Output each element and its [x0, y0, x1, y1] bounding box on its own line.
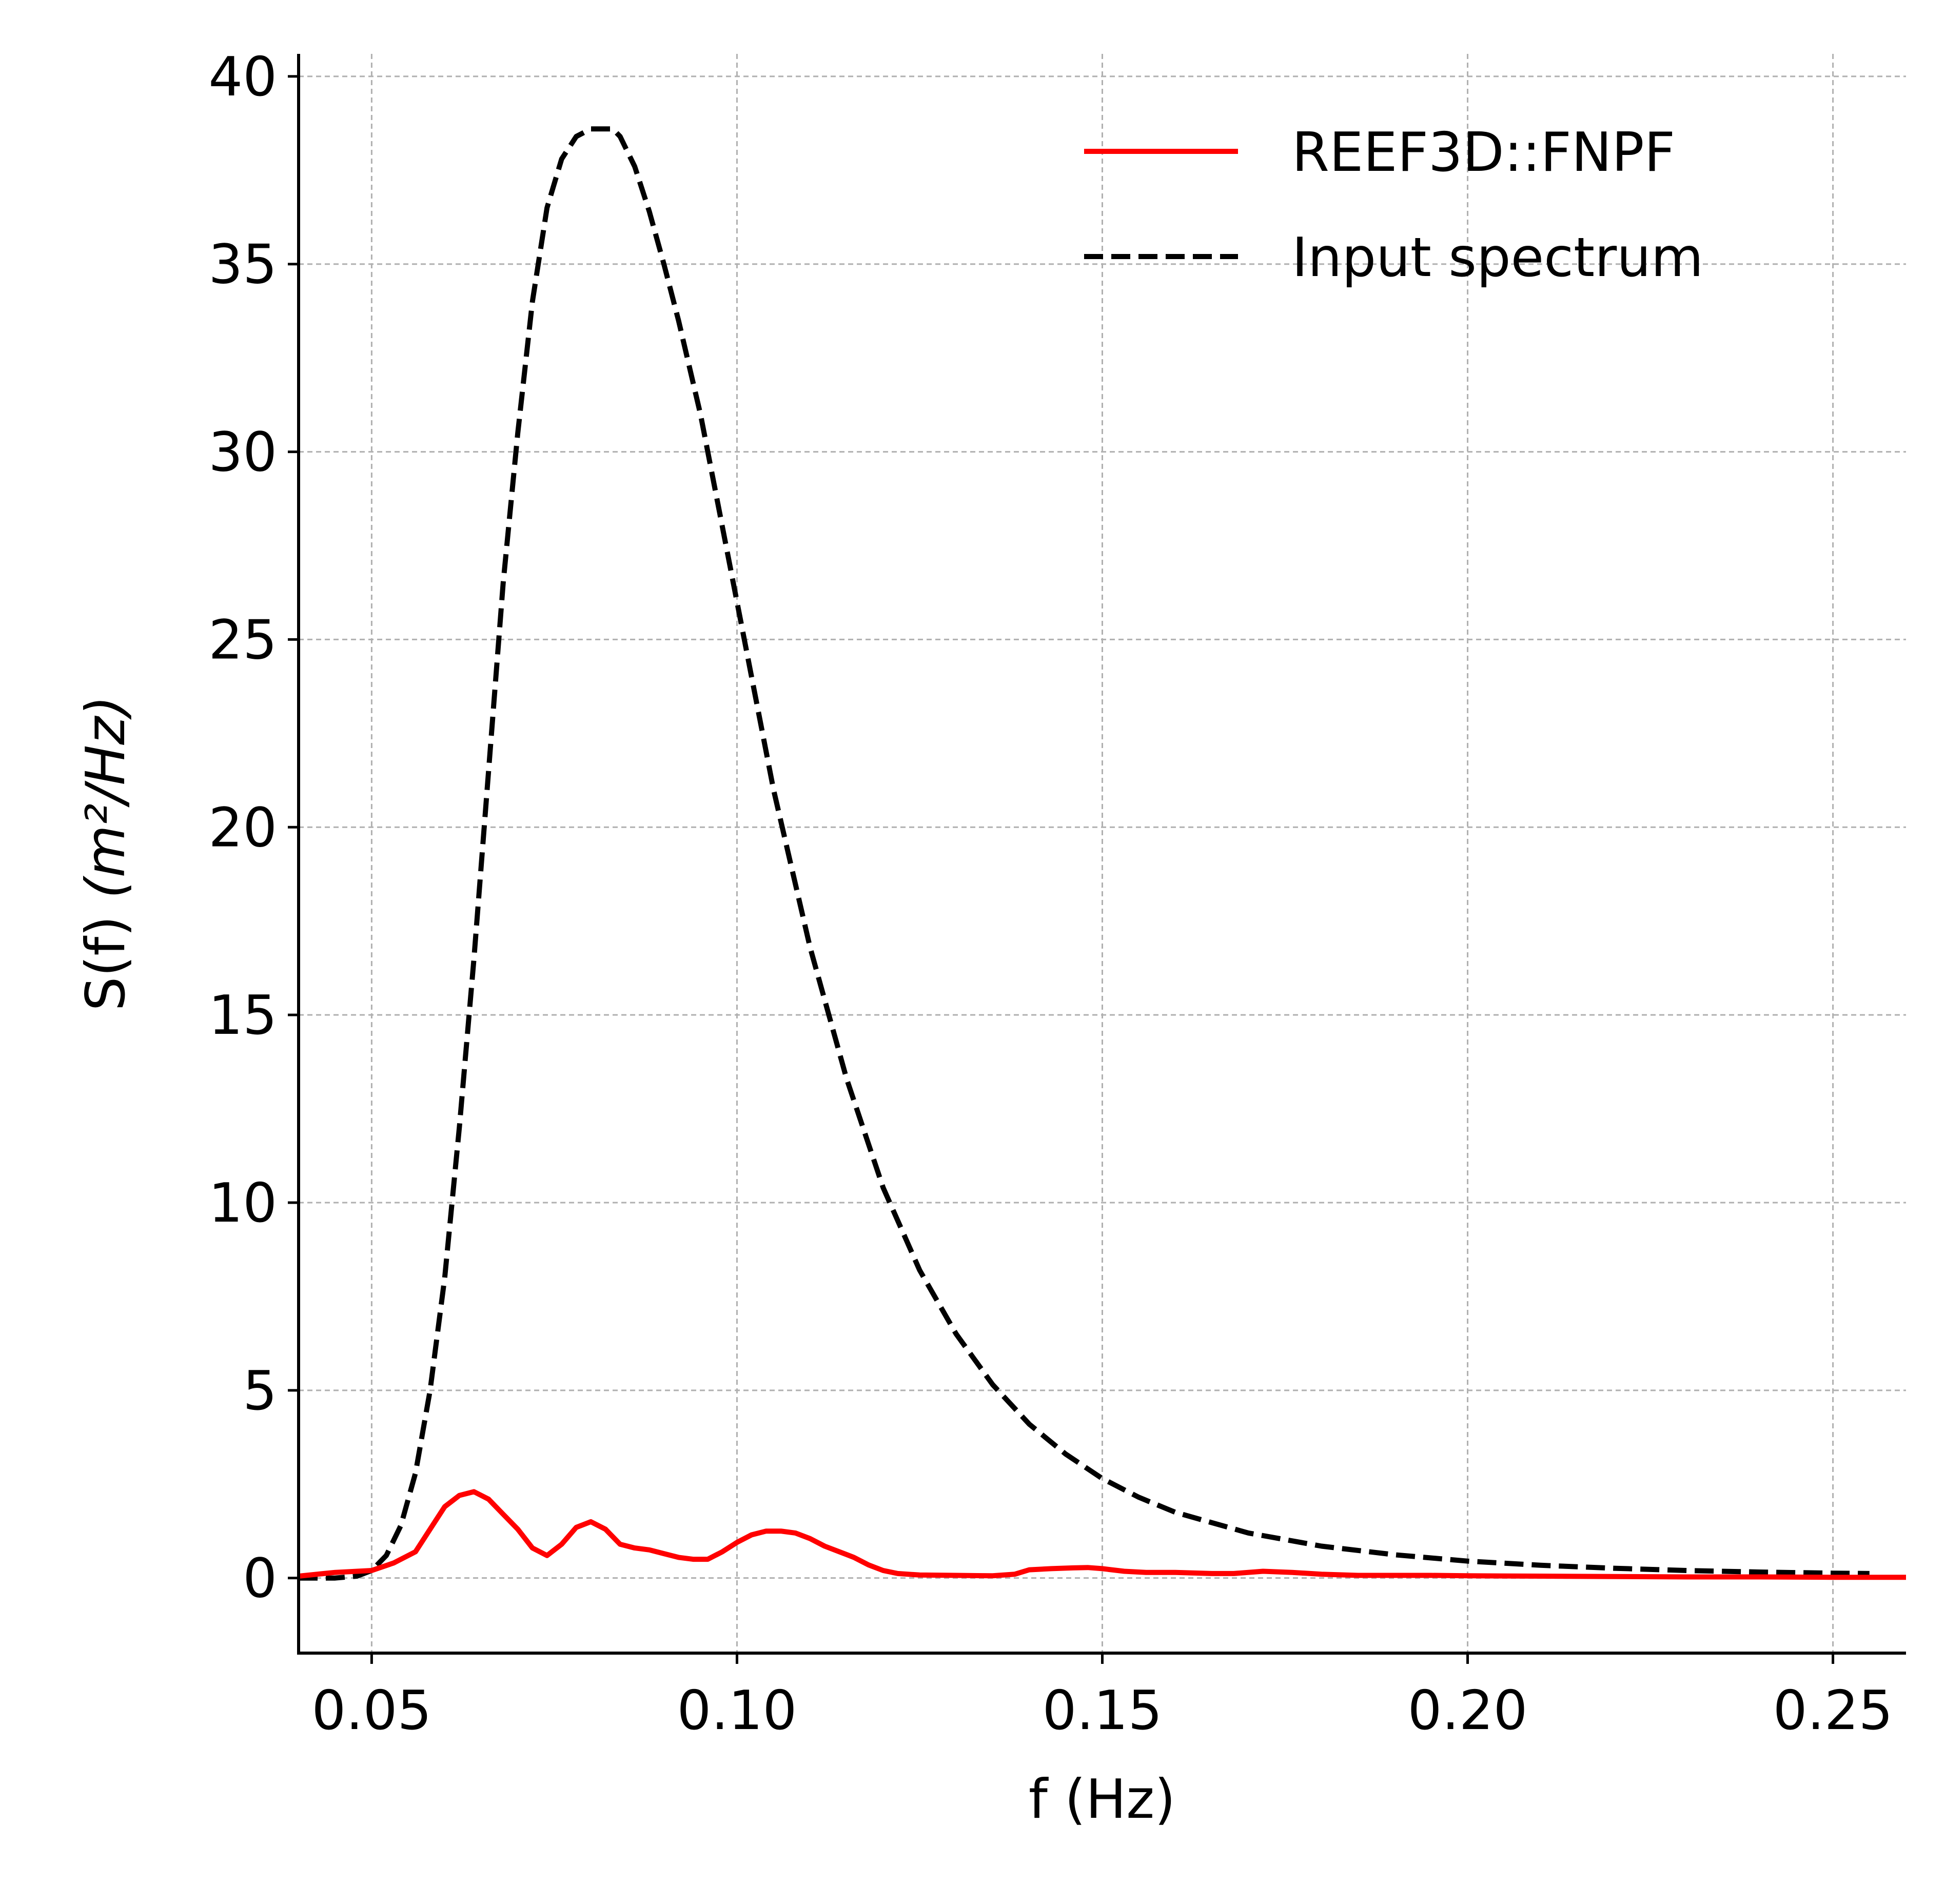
x-axis-label: f (Hz) [1029, 1768, 1175, 1831]
y-tick-label: 0 [243, 1547, 277, 1610]
y-tick-label: 35 [208, 233, 277, 296]
y-ticks: 0 5 10 15 20 25 30 35 40 [208, 46, 299, 1610]
x-tick-label: 0.15 [1043, 1679, 1163, 1742]
y-tick-label: 10 [208, 1172, 277, 1234]
series-line-input-spectrum [299, 126, 1870, 1581]
x-tick-label: 0.10 [677, 1679, 797, 1742]
y-axis-label: S(f) (m²/Hz) [74, 696, 137, 1011]
data-series [298, 126, 1906, 1581]
y-tick-label: 20 [208, 796, 277, 859]
y-tick-label: 40 [208, 46, 277, 108]
y-tick-label: 25 [208, 609, 277, 671]
y-axis-label-text: S(f) [74, 898, 137, 1011]
legend: REEF3D::FNPF Input spectrum [1084, 121, 1703, 289]
legend-label-reef3d: REEF3D::FNPF [1292, 121, 1675, 184]
legend-label-input: Input spectrum [1292, 226, 1703, 289]
x-tick-label: 0.05 [312, 1679, 432, 1742]
x-tick-label: 0.20 [1408, 1679, 1528, 1742]
x-ticks: 0.05 0.10 0.15 0.20 0.25 [312, 1653, 1893, 1742]
y-tick-label: 15 [208, 984, 277, 1047]
y-axis-label-units: (m²/Hz) [74, 696, 137, 899]
y-tick-label: 30 [208, 421, 277, 484]
y-tick-label: 5 [243, 1360, 277, 1422]
series-line-reef3d [298, 1489, 1906, 1580]
x-tick-label: 0.25 [1773, 1679, 1893, 1742]
